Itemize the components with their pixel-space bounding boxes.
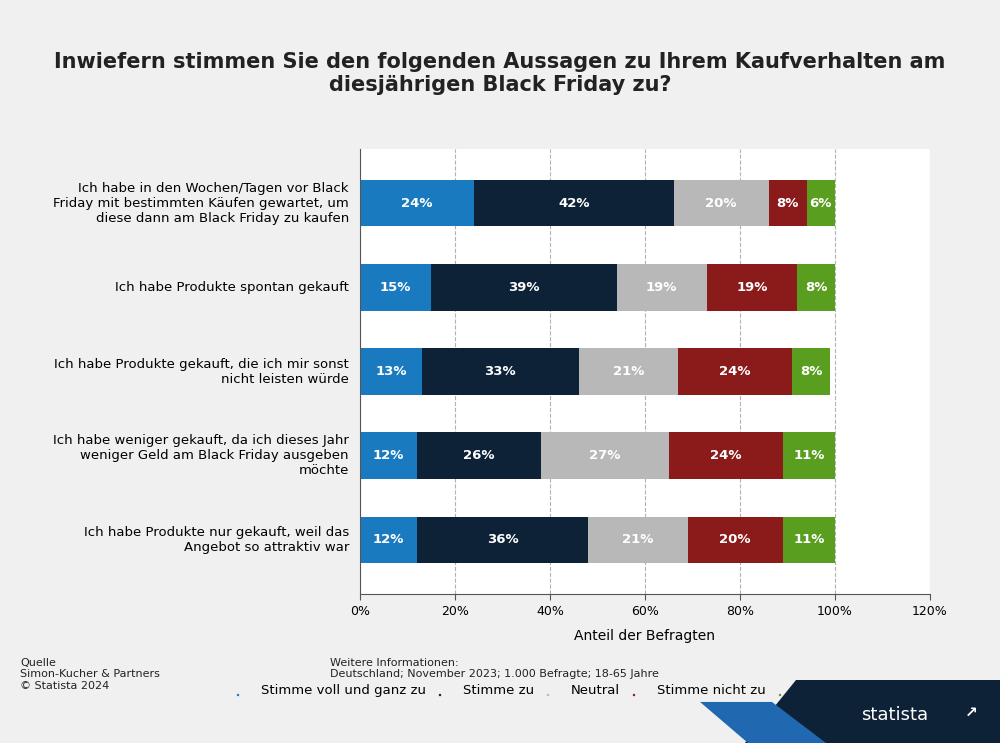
Bar xyxy=(688,516,783,563)
Text: ↗: ↗ xyxy=(965,705,978,720)
Text: 8%: 8% xyxy=(805,281,827,294)
Text: 20%: 20% xyxy=(705,197,737,210)
Legend: Stimme voll und ganz zu, Stimme zu, Neutral, Stimme nicht zu, Stimme überhaupt n: Stimme voll und ganz zu, Stimme zu, Neut… xyxy=(230,677,991,704)
Text: 6%: 6% xyxy=(810,197,832,210)
Bar xyxy=(578,348,678,395)
Bar xyxy=(806,180,835,227)
Polygon shape xyxy=(745,680,1000,743)
Bar xyxy=(783,516,835,563)
Text: 21%: 21% xyxy=(622,533,654,546)
Bar xyxy=(360,348,422,395)
Bar xyxy=(768,180,806,227)
Text: 42%: 42% xyxy=(558,197,590,210)
Bar xyxy=(616,265,707,311)
Bar xyxy=(360,265,431,311)
Text: 12%: 12% xyxy=(373,533,404,546)
Text: 12%: 12% xyxy=(373,449,404,462)
Text: Inwiefern stimmen Sie den folgenden Aussagen zu Ihrem Kaufverhalten am
diesjähri: Inwiefern stimmen Sie den folgenden Auss… xyxy=(54,52,946,95)
Bar xyxy=(792,348,830,395)
Text: 19%: 19% xyxy=(646,281,677,294)
Bar xyxy=(540,432,669,478)
Text: 33%: 33% xyxy=(484,365,516,378)
Text: statista: statista xyxy=(861,706,929,724)
Text: Weitere Informationen:
Deutschland; November 2023; 1.000 Befragte; 18-65 Jahre: Weitere Informationen: Deutschland; Nove… xyxy=(330,658,659,679)
Bar xyxy=(674,180,768,227)
Bar xyxy=(360,432,417,478)
Bar xyxy=(422,348,578,395)
Text: 21%: 21% xyxy=(613,365,644,378)
Bar xyxy=(417,432,540,478)
Text: 24%: 24% xyxy=(710,449,742,462)
Text: 39%: 39% xyxy=(508,281,540,294)
Text: 36%: 36% xyxy=(487,533,518,546)
Text: 26%: 26% xyxy=(463,449,494,462)
Text: 27%: 27% xyxy=(589,449,620,462)
Text: 8%: 8% xyxy=(800,365,822,378)
Bar xyxy=(360,180,474,227)
Text: 13%: 13% xyxy=(375,365,407,378)
Bar xyxy=(669,432,783,478)
Bar xyxy=(474,180,674,227)
Bar xyxy=(797,265,835,311)
Bar xyxy=(360,516,417,563)
Bar xyxy=(417,516,588,563)
Text: 24%: 24% xyxy=(720,365,751,378)
Text: 19%: 19% xyxy=(736,281,768,294)
Text: 11%: 11% xyxy=(793,449,825,462)
Text: 15%: 15% xyxy=(380,281,411,294)
Text: 11%: 11% xyxy=(793,533,825,546)
Bar xyxy=(707,265,797,311)
Polygon shape xyxy=(700,702,826,743)
Text: Quelle
Simon-Kucher & Partners
© Statista 2024: Quelle Simon-Kucher & Partners © Statist… xyxy=(20,658,160,691)
X-axis label: Anteil der Befragten: Anteil der Befragten xyxy=(574,629,716,643)
Bar xyxy=(783,432,835,478)
Bar xyxy=(431,265,616,311)
Bar xyxy=(678,348,792,395)
Text: 24%: 24% xyxy=(401,197,433,210)
Bar xyxy=(588,516,688,563)
Text: 20%: 20% xyxy=(720,533,751,546)
Text: 8%: 8% xyxy=(776,197,799,210)
